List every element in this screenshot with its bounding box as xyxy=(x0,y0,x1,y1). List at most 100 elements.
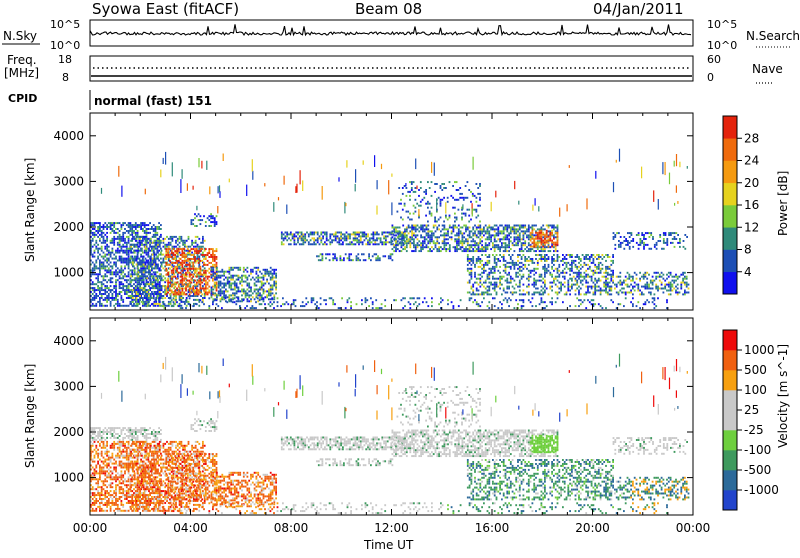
power-cell xyxy=(148,265,150,267)
power-cell xyxy=(675,274,677,276)
power-cell xyxy=(478,227,480,229)
power-cell xyxy=(496,232,498,234)
power-cell xyxy=(126,281,128,283)
power-cell xyxy=(214,219,216,221)
power-cell xyxy=(680,288,682,290)
power-cell xyxy=(668,234,670,236)
power-cell xyxy=(122,299,124,301)
power-cell xyxy=(97,285,99,287)
power-cell xyxy=(589,256,591,258)
power-cell xyxy=(101,265,103,267)
power-cell xyxy=(143,267,145,269)
power-cell xyxy=(422,244,424,246)
power-cell xyxy=(165,280,167,282)
power-cell xyxy=(528,236,530,238)
power-cell xyxy=(328,239,330,241)
power-cell xyxy=(508,246,510,248)
power-cell xyxy=(94,256,96,258)
power-cell xyxy=(589,258,591,260)
power-cell xyxy=(649,236,651,238)
power-cell xyxy=(558,270,560,272)
power-cell xyxy=(478,266,480,268)
power-cell xyxy=(567,268,569,270)
power-cell xyxy=(598,264,600,266)
power-cell xyxy=(332,259,334,261)
power-cell xyxy=(101,230,103,232)
power-cell xyxy=(112,228,114,230)
power-cell xyxy=(479,293,481,295)
power-cell xyxy=(546,258,548,260)
power-cell xyxy=(686,282,688,284)
power-cell xyxy=(353,243,355,245)
power-cell xyxy=(192,264,194,266)
power-cell xyxy=(418,240,420,242)
power-cell xyxy=(544,282,546,284)
power-cell xyxy=(517,244,519,246)
power-cell xyxy=(627,278,629,280)
power-cell xyxy=(196,288,198,290)
power-cell xyxy=(216,269,218,271)
power-cell xyxy=(442,240,444,242)
power-cell xyxy=(413,232,415,234)
power-cell xyxy=(564,282,566,284)
power-cell xyxy=(227,279,229,281)
power-cell xyxy=(665,242,667,244)
power-cell xyxy=(447,197,449,199)
power-cell xyxy=(460,232,462,234)
power-cell xyxy=(214,283,216,285)
power-cell xyxy=(356,232,358,234)
power-cell xyxy=(488,274,490,276)
power-cell xyxy=(179,236,181,238)
power-cell xyxy=(225,271,227,273)
power-cell xyxy=(411,232,413,234)
power-cell xyxy=(621,282,623,284)
power-cell xyxy=(196,284,198,286)
power-cell xyxy=(497,227,499,229)
power-cell xyxy=(179,246,181,248)
power-cell xyxy=(183,248,185,250)
power-cell xyxy=(476,282,478,284)
power-cell xyxy=(126,287,128,289)
power-cell xyxy=(374,233,376,235)
power-cell xyxy=(631,240,633,242)
power-cell xyxy=(172,238,174,240)
power-cell xyxy=(200,274,202,276)
power-cell xyxy=(679,240,681,242)
power-cell xyxy=(544,292,546,294)
power-cell xyxy=(616,292,618,294)
power-cell xyxy=(512,244,514,246)
power-cell xyxy=(196,268,198,270)
power-cell xyxy=(243,290,245,292)
power-cell xyxy=(200,288,202,290)
power-cell xyxy=(270,292,272,294)
power-cell xyxy=(168,301,170,303)
power-cell xyxy=(104,269,106,271)
power-cell xyxy=(523,225,525,227)
power-cell xyxy=(485,254,487,256)
power-cell xyxy=(492,244,494,246)
power-cell xyxy=(286,235,288,237)
power-cell xyxy=(349,235,351,237)
power-cell xyxy=(229,283,231,285)
power-cell xyxy=(433,232,435,234)
power-cell xyxy=(605,292,607,294)
power-cell xyxy=(641,276,643,278)
power-cell xyxy=(490,228,492,230)
power-cell xyxy=(137,269,139,271)
power-cell xyxy=(322,235,324,237)
power-cell xyxy=(638,232,640,234)
power-cell xyxy=(512,242,514,244)
noise-left-label: N.Sky xyxy=(3,29,37,43)
power-cell xyxy=(532,225,534,227)
power-cell xyxy=(214,292,216,294)
power-cell xyxy=(115,281,117,283)
power-cell xyxy=(176,262,178,264)
power-cell xyxy=(128,267,130,269)
power-cell xyxy=(336,259,338,261)
power-cell xyxy=(456,244,458,246)
power-cell xyxy=(683,246,685,248)
power-cell xyxy=(145,267,147,269)
power-cell xyxy=(211,287,213,289)
power-cell xyxy=(479,193,481,195)
power-cell xyxy=(569,254,571,256)
